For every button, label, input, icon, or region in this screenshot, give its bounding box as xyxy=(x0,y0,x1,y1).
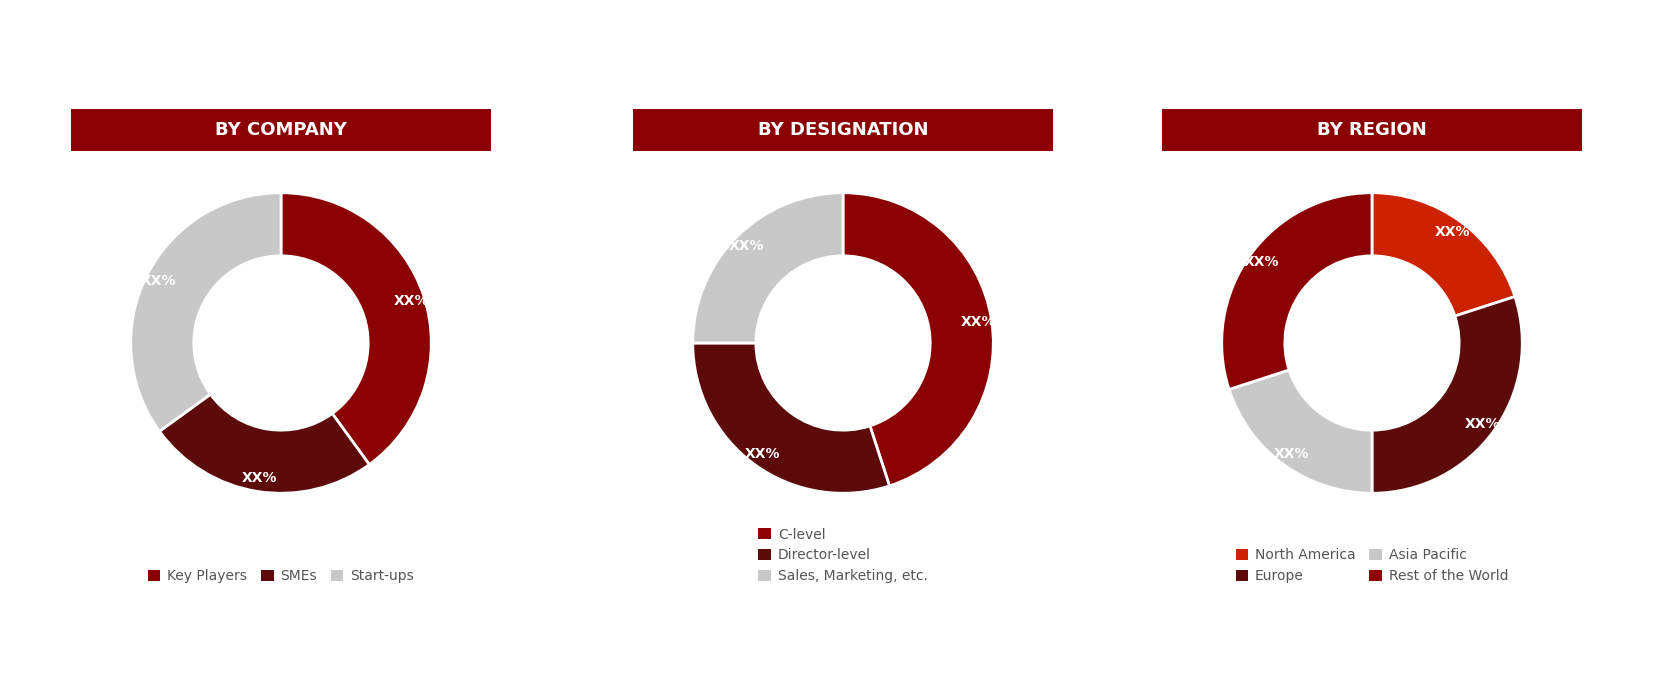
Wedge shape xyxy=(1372,297,1522,494)
Text: XX%: XX% xyxy=(1465,416,1501,430)
Text: BY COMPANY: BY COMPANY xyxy=(215,120,347,139)
Text: XX%: XX% xyxy=(1243,256,1279,270)
Wedge shape xyxy=(281,193,431,465)
Text: XX%: XX% xyxy=(141,274,177,288)
Wedge shape xyxy=(1222,193,1372,389)
Text: BY DESIGNATION: BY DESIGNATION xyxy=(757,120,929,139)
Legend: C-level, Director-level, Sales, Marketing, etc.: C-level, Director-level, Sales, Marketin… xyxy=(752,522,934,589)
Text: XX%: XX% xyxy=(393,294,430,308)
Text: XX%: XX% xyxy=(746,447,780,461)
Wedge shape xyxy=(1230,370,1372,494)
FancyBboxPatch shape xyxy=(71,108,491,150)
FancyBboxPatch shape xyxy=(1162,108,1582,150)
Wedge shape xyxy=(693,343,889,494)
Text: XX%: XX% xyxy=(1435,225,1470,239)
Wedge shape xyxy=(843,193,993,486)
Wedge shape xyxy=(131,193,281,431)
Text: XX%: XX% xyxy=(241,471,278,485)
Text: XX%: XX% xyxy=(729,239,764,253)
Wedge shape xyxy=(1372,193,1514,316)
Text: XX%: XX% xyxy=(1274,447,1309,461)
Wedge shape xyxy=(693,193,843,343)
Legend: Key Players, SMEs, Start-ups: Key Players, SMEs, Start-ups xyxy=(142,564,420,589)
Wedge shape xyxy=(159,394,369,494)
Legend: North America, Europe, Asia Pacific, Rest of the World: North America, Europe, Asia Pacific, Res… xyxy=(1230,543,1514,589)
FancyBboxPatch shape xyxy=(633,108,1053,150)
Text: XX%: XX% xyxy=(960,314,997,328)
Text: BY REGION: BY REGION xyxy=(1317,120,1427,139)
